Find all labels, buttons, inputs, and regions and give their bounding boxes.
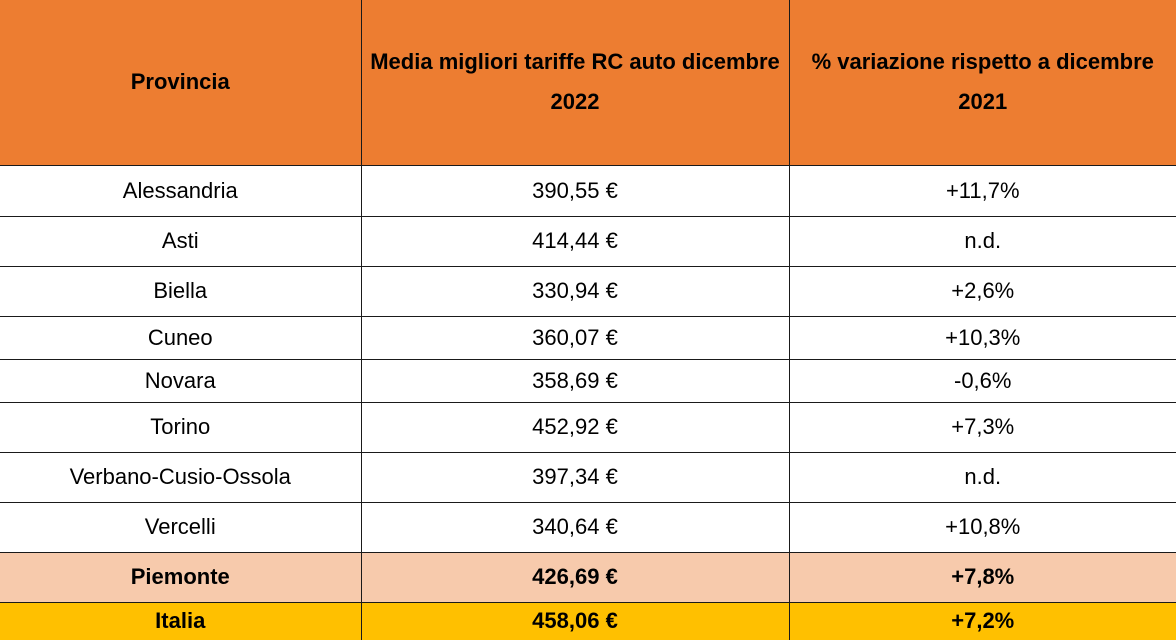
cell-provincia: Novara [0, 358, 362, 403]
header-row: Provincia Media migliori tariffe RC auto… [0, 0, 1176, 166]
cell-variazione: +10,3% [788, 315, 1176, 360]
cell-provincia: Cuneo [0, 315, 362, 360]
table-row: Biella 330,94 € +2,6% [0, 265, 1176, 317]
table-row: Asti 414,44 € n.d. [0, 215, 1176, 267]
cell-variazione: +7,3% [788, 401, 1176, 453]
table-row: Verbano-Cusio-Ossola 397,34 € n.d. [0, 451, 1176, 503]
cell-variazione: n.d. [788, 215, 1176, 267]
cell-provincia: Alessandria [0, 164, 362, 217]
table-row: Cuneo 360,07 € +10,3% [0, 315, 1176, 360]
cell-media: 458,06 € [360, 601, 790, 640]
cell-provincia: Biella [0, 265, 362, 317]
cell-media: 397,34 € [360, 451, 790, 503]
header-media-tariffe: Media migliori tariffe RC auto dicembre … [360, 0, 790, 166]
cell-media: 390,55 € [360, 164, 790, 217]
cell-variazione: +11,7% [788, 164, 1176, 217]
cell-variazione: +10,8% [788, 501, 1176, 553]
cell-provincia: Verbano-Cusio-Ossola [0, 451, 362, 503]
regional-total-row: Piemonte 426,69 € +7,8% [0, 551, 1176, 603]
table-row: Torino 452,92 € +7,3% [0, 401, 1176, 453]
table-row: Alessandria 390,55 € +11,7% [0, 164, 1176, 217]
cell-provincia: Italia [0, 601, 362, 640]
cell-variazione: +2,6% [788, 265, 1176, 317]
cell-provincia: Asti [0, 215, 362, 267]
cell-media: 358,69 € [360, 358, 790, 403]
cell-media: 452,92 € [360, 401, 790, 453]
cell-variazione: +7,8% [788, 551, 1176, 603]
cell-variazione: +7,2% [788, 601, 1176, 640]
header-provincia: Provincia [0, 0, 362, 166]
cell-media: 414,44 € [360, 215, 790, 267]
table-row: Novara 358,69 € -0,6% [0, 358, 1176, 403]
national-total-row: Italia 458,06 € +7,2% [0, 601, 1176, 640]
cell-media: 330,94 € [360, 265, 790, 317]
cell-provincia: Piemonte [0, 551, 362, 603]
cell-provincia: Vercelli [0, 501, 362, 553]
table-row: Vercelli 340,64 € +10,8% [0, 501, 1176, 553]
cell-media: 360,07 € [360, 315, 790, 360]
cell-media: 340,64 € [360, 501, 790, 553]
header-variazione: % variazione rispetto a dicembre 2021 [788, 0, 1176, 166]
cell-variazione: n.d. [788, 451, 1176, 503]
cell-media: 426,69 € [360, 551, 790, 603]
cell-variazione: -0,6% [788, 358, 1176, 403]
cell-provincia: Torino [0, 401, 362, 453]
